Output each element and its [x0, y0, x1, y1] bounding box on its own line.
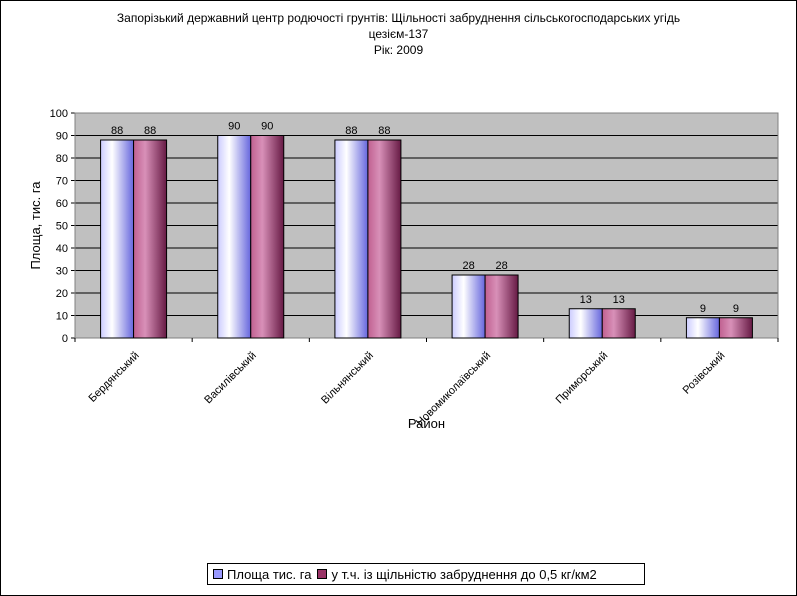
bar-area [451, 274, 486, 339]
data-label: 9 [733, 303, 739, 315]
data-label: 28 [495, 260, 507, 272]
data-label: 9 [700, 303, 706, 315]
data-label: 90 [228, 121, 240, 133]
data-label: 13 [613, 294, 625, 306]
y-tick-label: 30 [56, 266, 68, 278]
y-tick-label: 0 [62, 333, 68, 345]
y-tick-label: 70 [56, 176, 68, 188]
y-tick-label: 90 [56, 131, 68, 143]
bar-area [334, 139, 369, 339]
y-tick-label: 20 [56, 288, 68, 300]
y-tick-label: 80 [56, 153, 68, 165]
x-category-label: Бердянський [87, 350, 142, 405]
data-label: 88 [378, 125, 390, 137]
bar-contaminated [250, 135, 285, 339]
legend-item: Площа тис. га [213, 567, 311, 582]
legend-swatch [213, 569, 223, 579]
data-label: 88 [345, 125, 357, 137]
legend-label: Площа тис. га [227, 566, 312, 582]
x-category-label: Василівський [202, 350, 259, 407]
y-tick-label: 40 [56, 243, 68, 255]
data-label: 28 [462, 260, 474, 272]
bar-contaminated [367, 139, 402, 339]
bar-area [685, 317, 720, 339]
bar-area [100, 139, 135, 339]
bar-contaminated [718, 317, 753, 339]
bar-area [217, 135, 252, 339]
bar-contaminated [133, 139, 168, 339]
y-tick-label: 100 [50, 108, 68, 120]
x-category-label: Приморський [554, 350, 611, 407]
data-label: 88 [111, 125, 123, 137]
y-tick-label: 60 [56, 198, 68, 210]
data-label: 90 [261, 121, 273, 133]
data-label: 88 [144, 125, 156, 137]
legend-item: у т.ч. із щільністю забруднення до 0,5 к… [317, 566, 597, 582]
legend-label: у т.ч. із щільністю забруднення до 0,5 к… [331, 566, 597, 582]
chart-title: Запорізький державний центр родючості гр… [0, 10, 797, 58]
x-axis-title: Район [408, 416, 445, 431]
y-tick-label: 10 [56, 311, 68, 323]
bar-contaminated [484, 274, 519, 339]
legend-swatch [317, 569, 328, 579]
chart-title-line: Рік: 2009 [373, 43, 424, 57]
legend: Площа тис. га у т.ч. із щільністю забрудн… [207, 563, 645, 585]
bar-contaminated [601, 308, 636, 339]
chart-title-line: Запорізький державний центр родючості гр… [116, 11, 681, 25]
chart-title-line: цезієм-137 [368, 27, 429, 41]
data-label: 13 [580, 294, 592, 306]
bar-area [568, 308, 603, 339]
x-category-label: Вільнянський [319, 350, 376, 407]
x-category-label: Розівський [681, 350, 728, 397]
y-tick-label: 50 [56, 221, 68, 233]
y-axis-title: Площа, тис. га [28, 181, 43, 270]
